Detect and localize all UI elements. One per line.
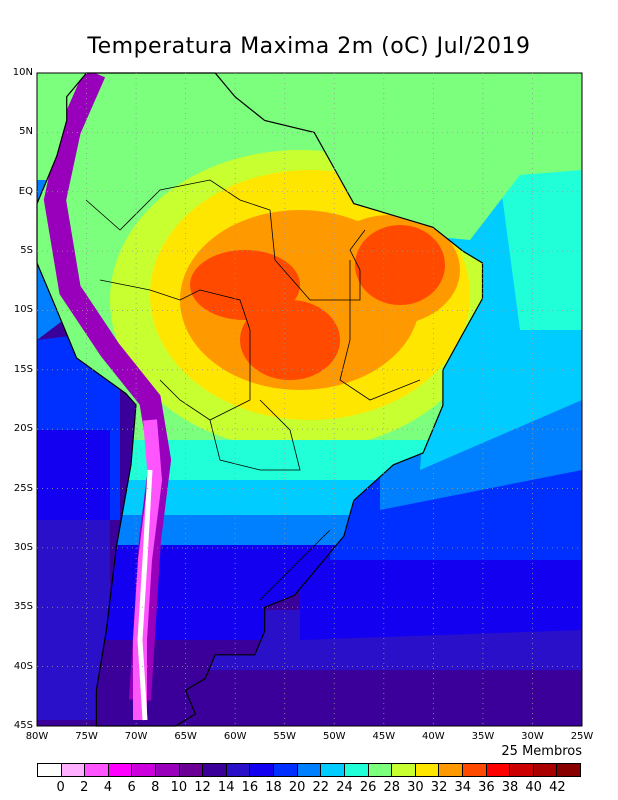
colorbar-label: 36: [478, 780, 495, 795]
lat-label: 10S: [13, 304, 33, 316]
colorbar-swatch: [297, 764, 322, 776]
lat-label: 25S: [13, 482, 33, 494]
lon-label: 50W: [322, 731, 346, 742]
lon-label: 45W: [372, 731, 396, 742]
colorbar-swatch: [557, 764, 581, 776]
colorbar-swatch: [368, 764, 393, 776]
colorbar-label: 30: [407, 780, 424, 795]
lon-label: 55W: [273, 731, 297, 742]
colorbar-swatch: [321, 764, 345, 776]
lat-label: 30S: [13, 541, 33, 553]
colorbar-swatch: [132, 764, 157, 776]
colorbar-swatch: [226, 764, 251, 776]
lat-label: 5N: [19, 126, 33, 138]
lon-label: 70W: [124, 731, 148, 742]
colorbar-swatch: [85, 764, 109, 776]
colorbar-label: 38: [501, 780, 519, 795]
colorbar-swatch: [156, 764, 180, 776]
lat-label: EQ: [18, 185, 33, 197]
members-label: 25 Membros: [501, 744, 582, 759]
colorbar-swatch: [179, 764, 204, 776]
colorbar-label: 26: [359, 780, 377, 795]
lon-label: 40W: [422, 731, 445, 742]
colorbar-label: 14: [217, 780, 235, 795]
colorbar-swatch: [510, 764, 534, 776]
colorbar-swatch: [61, 764, 86, 776]
lat-label: 40S: [13, 660, 33, 672]
colorbar-label: 12: [194, 780, 211, 795]
plot-frame: [36, 72, 583, 727]
colorbar: [37, 763, 581, 777]
gridlines: [37, 73, 582, 726]
lon-label: 75W: [75, 731, 98, 742]
colorbar-swatch: [415, 764, 440, 776]
country-borders: [85, 179, 421, 601]
lat-label: 10N: [12, 67, 33, 78]
colorbar-label: 42: [549, 780, 566, 795]
colorbar-label: 24: [336, 780, 353, 795]
lat-label: 45S: [13, 720, 33, 731]
map-title: Temperatura Maxima 2m (oC) Jul/2019: [87, 34, 531, 59]
colorbar-label: 18: [265, 780, 282, 795]
colorbar-label: 34: [454, 780, 471, 795]
colorbar-label: 4: [103, 780, 113, 795]
lat-label: 15S: [13, 363, 33, 375]
colorbar-label: 28: [383, 780, 401, 795]
lon-label: 65W: [174, 731, 197, 742]
colorbar-swatch: [486, 764, 511, 776]
colorbar-label: 8: [151, 780, 160, 795]
colorbar-swatch: [462, 764, 487, 776]
colorbar-label: 20: [288, 780, 306, 795]
colorbar-label: 2: [80, 780, 89, 795]
lat-label: 20S: [13, 423, 33, 435]
colorbar-swatch: [108, 764, 133, 776]
lat-label: 35S: [13, 601, 33, 613]
lon-label: 30W: [521, 731, 544, 742]
colorbar-swatch: [38, 764, 62, 776]
colorbar-label: 10: [170, 780, 188, 795]
colorbar-swatch: [533, 764, 558, 776]
colorbar-label: 40: [525, 780, 542, 795]
lon-label: 35W: [471, 731, 495, 742]
colorbar-swatch: [250, 764, 275, 776]
colorbar-label: 22: [312, 780, 330, 795]
colorbar-swatch: [274, 764, 298, 776]
colorbar-label: 16: [241, 780, 259, 795]
colorbar-swatch: [344, 764, 369, 776]
colorbar-swatch: [439, 764, 463, 776]
colorbar-swatch: [392, 764, 416, 776]
colorbar-label: 0: [56, 780, 65, 795]
colorbar-label: 6: [127, 780, 136, 795]
lat-label: 5S: [20, 245, 33, 257]
lon-label: 60W: [223, 731, 247, 742]
lon-label: 25W: [570, 731, 594, 742]
colorbar-swatch: [203, 764, 227, 776]
colorbar-label: 32: [430, 780, 448, 795]
lon-label: 80W: [25, 731, 49, 742]
